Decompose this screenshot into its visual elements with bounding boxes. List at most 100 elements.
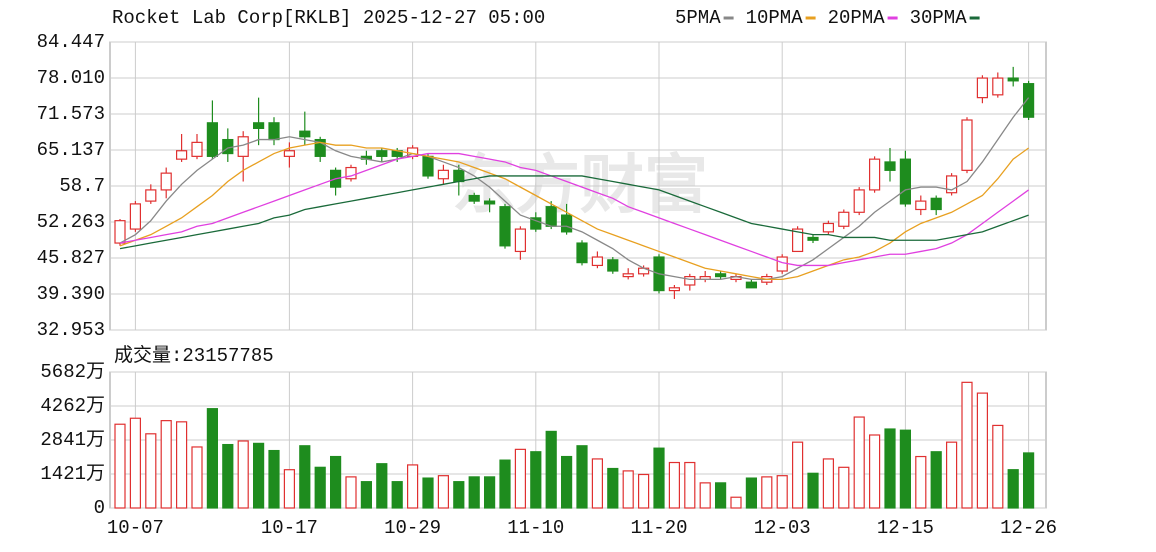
watermark: 东方财富 <box>452 151 708 227</box>
candle-body <box>838 211 850 227</box>
candle-body <box>222 138 234 155</box>
volume-bar <box>915 455 927 509</box>
x-tick-label: 11-10 <box>507 517 564 539</box>
volume-bar <box>1007 469 1019 509</box>
candle-body <box>345 166 357 180</box>
volume-bar <box>437 475 449 509</box>
candle-body <box>684 276 696 286</box>
volume-bar <box>714 482 727 509</box>
volume-bar <box>961 381 973 509</box>
x-tick-label: 12-26 <box>1000 517 1057 539</box>
volume-bar <box>160 420 172 509</box>
volume-bar <box>191 446 203 509</box>
volume-bar <box>176 421 188 509</box>
candle-body <box>807 236 819 241</box>
candle-body <box>622 273 634 278</box>
volume-bar <box>268 449 280 509</box>
volume-bar <box>237 440 249 509</box>
candle-body <box>853 189 865 213</box>
y-tick-label: 2841万 <box>40 429 105 451</box>
y-tick-label: 32.953 <box>37 319 105 341</box>
candle-body <box>422 155 434 177</box>
candle-body <box>868 158 881 191</box>
volume-bar <box>668 461 681 509</box>
candle-body <box>468 194 480 202</box>
volume-bar <box>838 466 850 509</box>
volume-bar <box>530 451 542 509</box>
y-tick-label: 58.7 <box>59 175 105 197</box>
candle-body <box>976 77 989 99</box>
volume-bar <box>791 441 804 509</box>
volume-bar <box>653 447 665 509</box>
candle-body <box>1007 77 1019 82</box>
volume-bar <box>283 469 295 509</box>
y-tick-label: 52.263 <box>37 211 105 233</box>
candle-body <box>114 220 126 244</box>
ma-line <box>119 152 1029 267</box>
x-tick-label: 12-03 <box>754 517 811 539</box>
volume-bar <box>607 467 619 509</box>
candle-body <box>915 200 927 211</box>
volume-bar <box>699 482 711 509</box>
candle-body <box>299 130 311 138</box>
volume-bar <box>345 476 357 509</box>
chart-title: Rocket Lab Corp[RKLB] 2025-12-27 05:00 <box>112 7 545 29</box>
volume-bar <box>776 475 788 509</box>
volume-bar <box>822 458 835 509</box>
candle-body <box>268 122 280 141</box>
ma-line <box>119 97 1030 281</box>
candle-body <box>545 206 557 227</box>
volume-bar <box>453 481 465 509</box>
x-tick-label: 11-20 <box>630 517 687 539</box>
candle-body <box>237 136 249 157</box>
volume-bar <box>560 455 573 509</box>
candle-body <box>899 158 912 205</box>
candle-body <box>530 217 542 230</box>
volume-bar <box>884 428 896 509</box>
candle-body <box>945 175 958 194</box>
candle-body <box>129 203 141 230</box>
candle-body <box>560 214 573 233</box>
volume-bar <box>514 448 527 509</box>
volume-bar <box>484 476 496 509</box>
x-tick-label: 10-07 <box>107 517 164 539</box>
volume-bar <box>314 466 326 509</box>
candle-body <box>884 161 896 171</box>
y-tick-label: 84.447 <box>37 31 105 53</box>
volume-bar <box>299 445 311 509</box>
candle-body <box>822 222 835 233</box>
y-tick-label: 1421万 <box>40 463 105 485</box>
volume-bar <box>637 473 650 509</box>
volume-bar <box>222 443 234 509</box>
volume-bar <box>129 417 141 509</box>
volume-bar <box>591 458 604 509</box>
y-tick-label: 4262万 <box>40 395 105 417</box>
volume-bar <box>930 451 942 509</box>
volume-bar <box>745 477 758 509</box>
candle-body <box>745 281 758 289</box>
volume-bar <box>992 424 1004 509</box>
volume-bar <box>684 461 696 509</box>
candle-body <box>160 172 172 191</box>
candle-body <box>776 256 788 272</box>
volume-bar <box>407 464 419 509</box>
volume-bar <box>206 408 218 509</box>
ma-line <box>119 141 1029 281</box>
ma-line <box>119 175 1029 250</box>
legend-label: 20PMA <box>828 7 886 29</box>
candle-body <box>591 256 604 267</box>
volume-bar <box>1022 452 1035 509</box>
volume-bar <box>761 476 773 509</box>
volume-bar <box>468 476 480 509</box>
volume-bar <box>899 429 912 509</box>
y-tick-label: 71.573 <box>37 103 105 125</box>
y-tick-label: 65.137 <box>37 139 105 161</box>
x-tick-label: 10-17 <box>261 517 318 539</box>
volume-bar <box>376 463 388 509</box>
y-tick-label: 5682万 <box>40 361 105 383</box>
volume-bar <box>253 442 265 509</box>
y-tick-label: 45.827 <box>37 247 105 269</box>
candle-body <box>314 138 326 157</box>
candle-body <box>191 141 203 157</box>
volume-bar <box>145 433 157 509</box>
